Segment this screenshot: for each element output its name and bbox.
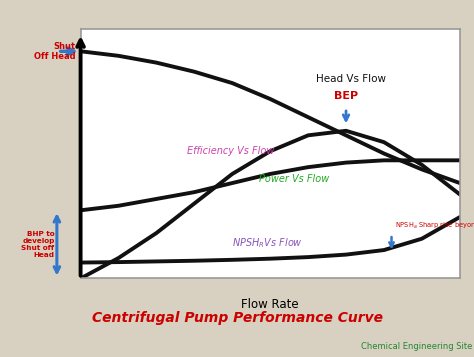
Text: Shut
Off Head: Shut Off Head <box>34 41 76 61</box>
Text: Efficiency Vs Flow: Efficiency Vs Flow <box>187 146 274 156</box>
Text: Flow Rate: Flow Rate <box>241 298 299 311</box>
Text: Chemical Engineering Site: Chemical Engineering Site <box>362 342 473 351</box>
Text: Centrifugal Pump Performance Curve: Centrifugal Pump Performance Curve <box>91 311 383 325</box>
Text: Head Vs Flow: Head Vs Flow <box>316 74 386 84</box>
Text: Power Vs Flow: Power Vs Flow <box>259 174 329 183</box>
Text: BHP to
develop
Shut off
Head: BHP to develop Shut off Head <box>21 231 55 258</box>
Text: NPSH$_a$ Sharp rise beyond BEP: NPSH$_a$ Sharp rise beyond BEP <box>395 221 474 231</box>
Text: NPSH$_R$Vs Flow: NPSH$_R$Vs Flow <box>232 236 303 250</box>
Text: BEP: BEP <box>334 91 358 101</box>
